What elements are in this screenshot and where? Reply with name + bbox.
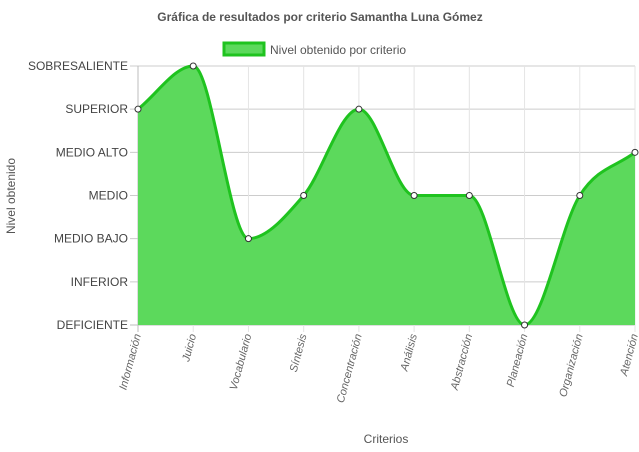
chart-title: Gráfica de resultados por criterio Saman… [157, 10, 482, 24]
y-tick-label: DEFICIENTE [57, 318, 128, 332]
x-axis-ticks: Información Juicio Vocabulario Síntesis Conc… [117, 332, 639, 404]
y-axis-ticks: DEFICIENTE INFERIOR MEDIO BAJO MEDIO MEDIO A… [28, 59, 128, 332]
data-point-9[interactable] [576, 192, 584, 199]
x-tick-label: Concentración [335, 333, 365, 405]
y-tick-label: INFERIOR [71, 275, 129, 289]
data-point-1[interactable] [134, 105, 142, 113]
x-tick-label: Juicio [180, 333, 199, 364]
x-tick-label: Análisis [398, 332, 420, 373]
x-tick-label: Síntesis [288, 332, 310, 373]
data-point-6[interactable] [410, 192, 418, 199]
x-tick-label: Atención [618, 333, 639, 378]
area-fill [138, 66, 635, 325]
data-point-8[interactable] [521, 321, 529, 329]
data-point-10[interactable] [631, 148, 639, 156]
data-point-7[interactable] [465, 192, 473, 199]
legend-label: Nivel obtenido por criterio [270, 43, 406, 57]
x-tick-label: Vocabulario [228, 333, 255, 392]
x-tick-label: Información [117, 333, 143, 392]
legend-swatch [222, 41, 266, 57]
y-tick-label: SOBRESALIENTE [28, 59, 128, 73]
x-tick-label: Organización [557, 333, 585, 399]
data-point-2[interactable] [189, 62, 197, 70]
y-tick-label: MEDIO [89, 189, 128, 203]
x-tick-label: Abstracción [449, 333, 476, 393]
series-area [137, 64, 636, 327]
y-tick-label: MEDIO BAJO [54, 232, 128, 246]
data-point-3[interactable] [244, 235, 252, 243]
x-axis-title: Criterios [364, 432, 409, 446]
y-tick-label: MEDIO ALTO [56, 145, 128, 159]
data-point-5[interactable] [355, 105, 363, 113]
x-tick-label: Planeación [505, 333, 531, 389]
data-point-4[interactable] [300, 192, 308, 199]
series-line [137, 64, 636, 327]
data-points[interactable] [134, 62, 639, 329]
y-axis-title: Nivel obtenido [4, 158, 18, 234]
y-tick-label: SUPERIOR [65, 102, 128, 116]
legend[interactable]: Nivel obtenido por criterio [222, 41, 406, 57]
